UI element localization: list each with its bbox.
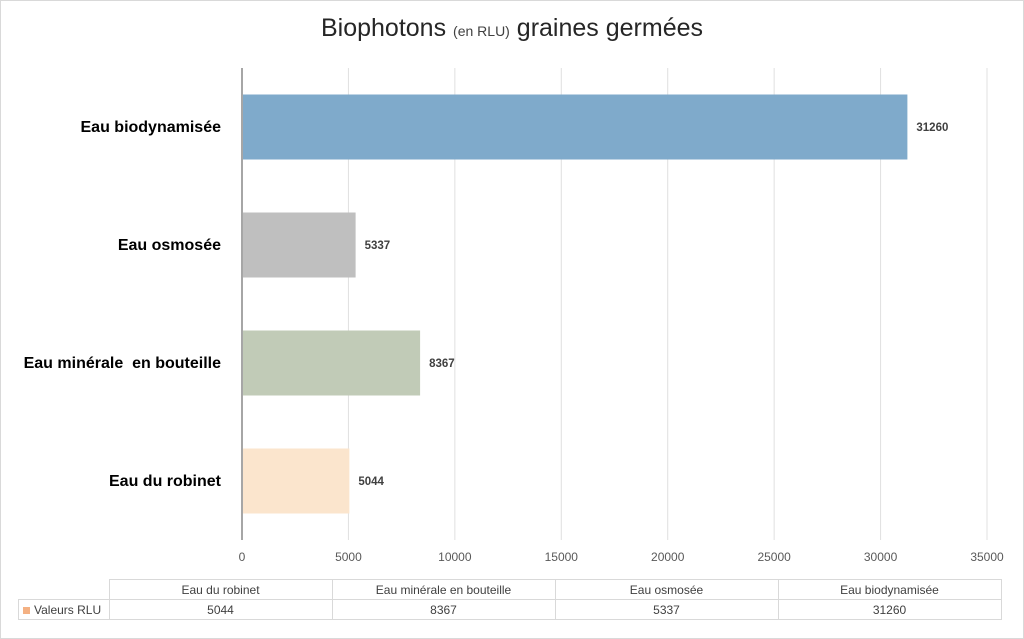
data-table-header-row: Eau du robinet Eau minérale en bouteille… xyxy=(19,579,1002,600)
title-unit: (en RLU) xyxy=(453,23,510,39)
x-tick-label: 20000 xyxy=(651,550,685,564)
bar-value-label: 8367 xyxy=(429,358,455,370)
bar xyxy=(242,94,908,160)
data-table-header: Eau osmosée xyxy=(554,579,779,600)
data-table-header: Eau biodynamisée xyxy=(777,579,1002,600)
x-tick-label: 35000 xyxy=(970,550,1004,564)
legend-key-icon xyxy=(23,606,30,614)
bar-value-label: 5044 xyxy=(358,476,384,488)
title-rest: graines germées xyxy=(516,14,704,42)
data-table-cell: 5044 xyxy=(108,599,333,620)
data-table-cell: 5337 xyxy=(554,599,779,620)
data-table-row-header: Valeurs RLU xyxy=(18,599,110,620)
title-main: Biophotons xyxy=(320,14,447,42)
data-table-cell: 8367 xyxy=(331,599,556,620)
bar-chart: 0 5000 10000 15000 20000 25000 30000 35000 5044 E… xyxy=(24,68,1004,564)
category-label: Eau du robinet xyxy=(109,473,222,490)
data-table-corner xyxy=(19,580,110,600)
category-label: Eau osmosée xyxy=(118,237,221,254)
x-tick-label: 0 xyxy=(239,550,246,564)
bar xyxy=(242,330,421,396)
bar xyxy=(242,212,356,278)
data-table-cell: 31260 xyxy=(777,599,1002,620)
data-table-header: Eau minérale en bouteille xyxy=(331,579,556,600)
bar xyxy=(242,448,350,514)
x-tick-label: 10000 xyxy=(438,550,472,564)
x-tick-label: 5000 xyxy=(335,550,362,564)
data-table: Eau du robinet Eau minérale en bouteille… xyxy=(18,579,1002,620)
chart-title: Biophotons (en RLU) graines germées xyxy=(0,14,1024,43)
category-label: Eau minérale en bouteille xyxy=(24,355,221,372)
bar-value-label: 31260 xyxy=(916,122,948,134)
category-label: Eau biodynamisée xyxy=(81,119,222,136)
legend-label: Valeurs RLU xyxy=(34,602,102,617)
data-table-header: Eau du robinet xyxy=(108,579,333,600)
x-tick-label: 30000 xyxy=(864,550,898,564)
data-table-value-row: Valeurs RLU 5044 8367 5337 31260 xyxy=(18,599,1002,620)
x-tick-label: 25000 xyxy=(757,550,791,564)
x-tick-label: 15000 xyxy=(545,550,579,564)
bar-value-label: 5337 xyxy=(365,240,391,252)
